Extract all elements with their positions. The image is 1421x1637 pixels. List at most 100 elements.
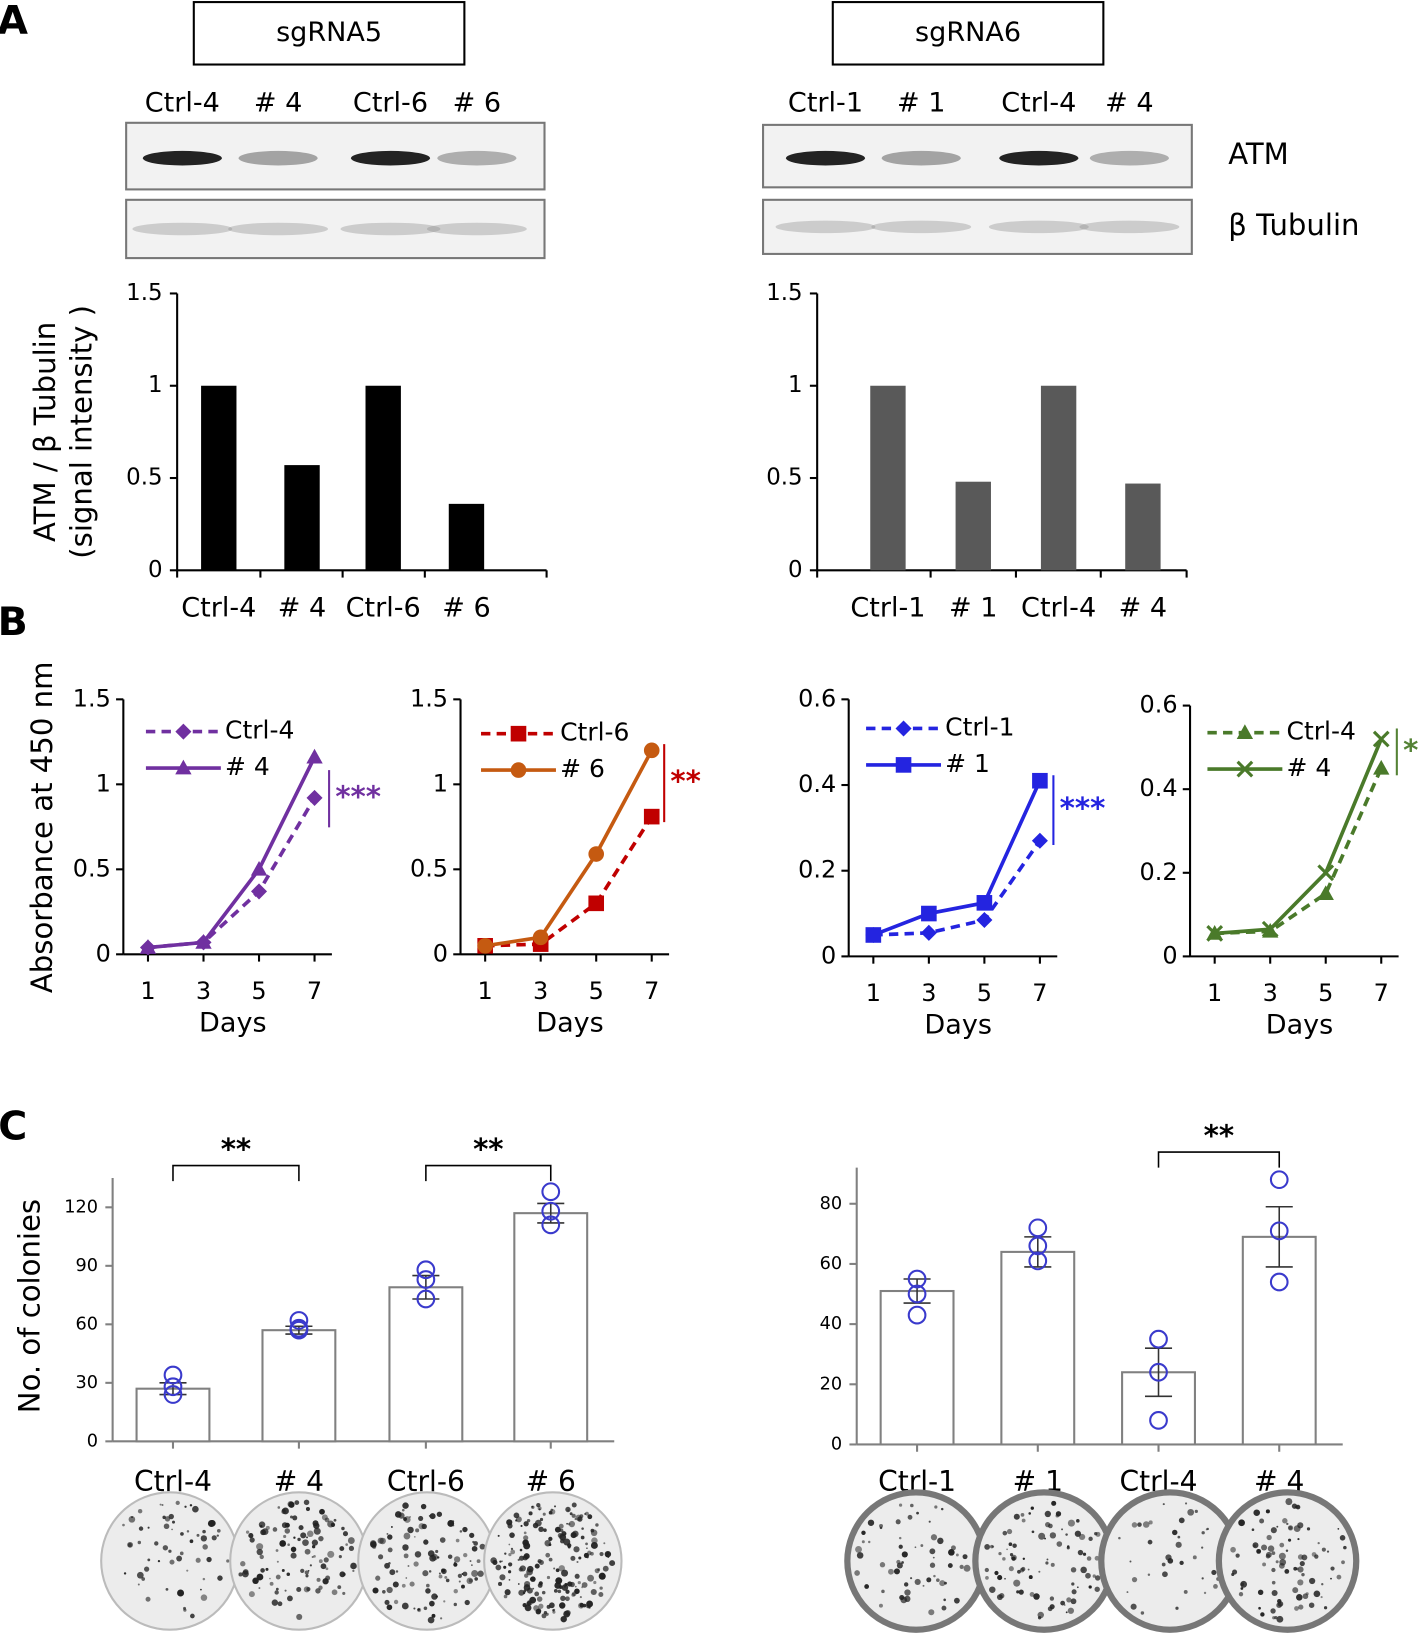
colony	[281, 1508, 286, 1512]
colony	[535, 1608, 542, 1615]
significance-bracket	[172, 1164, 300, 1182]
colony	[284, 1589, 287, 1592]
colony	[526, 1568, 533, 1576]
colony	[1066, 1597, 1072, 1603]
colony	[553, 1505, 557, 1508]
blot-band	[350, 150, 431, 166]
colony	[578, 1602, 585, 1609]
colony	[145, 1596, 151, 1602]
colony	[431, 1593, 438, 1600]
colony	[538, 1560, 544, 1565]
lane-label: # 6	[453, 88, 501, 119]
bar	[955, 481, 991, 571]
y-tick-label: 0.5	[410, 854, 448, 882]
colony	[384, 1599, 390, 1605]
colony	[548, 1536, 553, 1541]
colony	[497, 1534, 500, 1537]
colony	[534, 1591, 540, 1597]
colony	[989, 1586, 996, 1593]
colony	[548, 1557, 553, 1562]
legend-label: # 6	[560, 754, 605, 783]
colony	[941, 1605, 947, 1611]
colony	[508, 1553, 512, 1557]
data-point	[541, 1201, 561, 1221]
colony	[1148, 1520, 1153, 1525]
bar	[513, 1212, 589, 1443]
data-point	[907, 1284, 927, 1304]
colony	[200, 1588, 202, 1591]
colony	[137, 1540, 142, 1545]
colony	[245, 1530, 250, 1534]
colony	[284, 1528, 291, 1534]
y-tick-label: 0.4	[1140, 774, 1178, 802]
colony	[901, 1561, 904, 1564]
colony	[171, 1528, 173, 1531]
colony	[590, 1528, 595, 1533]
colony	[534, 1563, 540, 1569]
marker	[306, 789, 323, 806]
colony	[196, 1533, 200, 1537]
colony	[554, 1582, 562, 1589]
colony	[1037, 1616, 1042, 1620]
marker	[1261, 920, 1279, 938]
colony	[1278, 1552, 1286, 1560]
colony	[586, 1600, 594, 1608]
series-line	[485, 815, 654, 948]
x-tick-label: 7	[1374, 979, 1389, 1007]
colony	[928, 1520, 931, 1523]
y-tick-label: 1.5	[73, 684, 111, 712]
marker	[1373, 759, 1390, 775]
series-line	[872, 779, 1042, 937]
colony	[401, 1583, 406, 1588]
x-tick-label: # 4	[1119, 592, 1167, 623]
colony	[290, 1552, 297, 1559]
y-tick-label: 40	[820, 1314, 843, 1334]
colony	[458, 1580, 461, 1583]
colony	[413, 1535, 416, 1538]
colony	[1261, 1544, 1268, 1551]
colony	[499, 1574, 506, 1581]
colony	[560, 1615, 567, 1623]
colony	[190, 1613, 195, 1619]
colony	[248, 1591, 255, 1598]
colony	[1253, 1544, 1256, 1548]
data-point	[1028, 1236, 1048, 1256]
colony	[576, 1560, 579, 1564]
colony	[304, 1548, 311, 1555]
colony	[579, 1514, 584, 1519]
colony	[1002, 1557, 1006, 1561]
marker	[306, 748, 323, 764]
blot-band	[1079, 220, 1180, 234]
colony	[1013, 1513, 1020, 1520]
colony	[1085, 1572, 1091, 1579]
y-tick-label: 90	[76, 1256, 99, 1276]
blot-row-label: β Tubulin	[1228, 208, 1359, 242]
x-tick-label: 5	[251, 977, 266, 1005]
colony	[290, 1546, 297, 1553]
panel-label: B	[0, 599, 28, 645]
colony	[552, 1609, 555, 1612]
colony	[157, 1560, 161, 1563]
series-line	[484, 749, 654, 948]
colony	[474, 1577, 478, 1581]
colony	[944, 1581, 947, 1585]
colony	[303, 1499, 310, 1506]
y-tick-label: 0	[433, 939, 448, 967]
marker	[139, 939, 157, 954]
colony	[479, 1543, 486, 1550]
y-axis-label: Absorbance at 450 nm	[25, 662, 59, 994]
x-tick-label: 3	[196, 977, 211, 1005]
colony	[1162, 1571, 1168, 1578]
y-tick-label: 0	[148, 557, 163, 583]
colony	[265, 1525, 270, 1530]
colony	[928, 1609, 935, 1616]
colony	[287, 1595, 293, 1602]
colony	[984, 1544, 991, 1550]
colony	[1092, 1574, 1096, 1578]
colony	[1260, 1612, 1265, 1617]
colony	[523, 1584, 531, 1591]
colony	[1006, 1528, 1013, 1535]
blot-band	[437, 150, 517, 166]
y-tick-label: 1	[788, 372, 803, 398]
colony	[431, 1553, 438, 1561]
